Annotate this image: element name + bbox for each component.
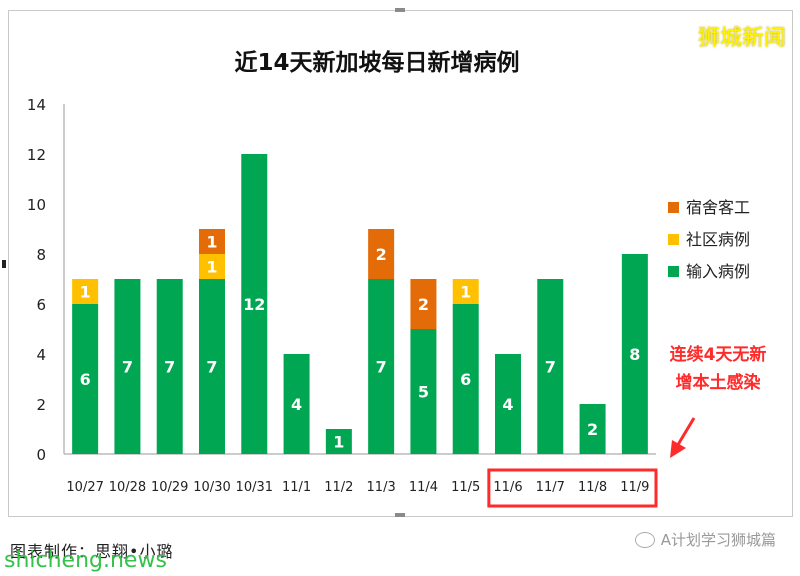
chart-title: 近14天新加坡每日新增病例 xyxy=(234,49,519,76)
y-tick-label: 6 xyxy=(36,296,46,314)
chart-credit-caption: 图表制作：思翔•小璐 xyxy=(10,542,174,561)
legend-swatch xyxy=(668,234,679,245)
wechat-account: A计划学习狮城篇 xyxy=(634,529,776,550)
annotation-arrow-head xyxy=(670,440,686,458)
legend-swatch xyxy=(668,266,679,277)
bar-value-label: 6 xyxy=(80,370,91,389)
y-tick-label: 8 xyxy=(36,246,46,264)
bar-chart: 近14天新加坡每日新增病例024681012146110/27710/28710… xyxy=(27,49,767,508)
bar-value-label: 7 xyxy=(376,358,387,377)
bar-value-label: 2 xyxy=(376,245,387,264)
bar-value-label: 1 xyxy=(80,283,91,302)
bar-segment xyxy=(452,304,479,454)
resize-handle-left[interactable] xyxy=(2,260,6,268)
annotation-line1: 连续4天无新 xyxy=(670,344,767,365)
bar-value-label: 5 xyxy=(418,383,429,402)
x-tick-label: 10/28 xyxy=(109,480,146,495)
x-tick-label: 11/8 xyxy=(578,480,607,495)
watermark-bottom: shicheng.news xyxy=(4,548,167,573)
bar-value-label: 4 xyxy=(291,395,302,414)
x-tick-label: 10/27 xyxy=(66,480,103,495)
bar-segment xyxy=(199,279,225,454)
bar-segment xyxy=(325,429,352,454)
y-tick-label: 4 xyxy=(36,346,46,364)
bar-value-label: 4 xyxy=(502,395,513,414)
x-tick-label: 11/5 xyxy=(451,480,480,495)
bar-segment xyxy=(199,254,225,279)
bar-segment xyxy=(368,229,395,279)
legend-label: 宿舍客工 xyxy=(686,198,750,217)
bar-segment xyxy=(410,279,437,329)
bar-value-label: 6 xyxy=(460,370,471,389)
bar-segment xyxy=(495,354,521,454)
x-tick-label: 11/2 xyxy=(324,480,353,495)
x-tick-label: 11/4 xyxy=(409,480,438,495)
bar-value-label: 7 xyxy=(206,358,217,377)
bar-value-label: 7 xyxy=(122,358,133,377)
x-tick-label: 10/30 xyxy=(193,480,230,495)
bar-value-label: 1 xyxy=(460,283,471,302)
bar-segment xyxy=(537,279,564,454)
bar-value-label: 2 xyxy=(418,295,429,314)
y-tick-label: 12 xyxy=(27,146,46,164)
x-tick-label: 11/3 xyxy=(367,480,396,495)
x-tick-label: 11/9 xyxy=(620,480,649,495)
annotation-arrow-shaft xyxy=(674,417,696,449)
y-tick-label: 2 xyxy=(36,396,46,414)
annotation-line2: 增本土感染 xyxy=(676,372,761,393)
resize-handle-bottom[interactable] xyxy=(395,513,405,517)
bar-value-label: 7 xyxy=(545,358,556,377)
bar-value-label: 1 xyxy=(206,233,217,252)
bar-segment xyxy=(156,279,183,454)
bar-segment xyxy=(72,279,99,304)
watermark-top: 狮城新闻 xyxy=(697,26,786,51)
bar-value-label: 2 xyxy=(587,420,598,439)
bar-segment xyxy=(283,354,310,454)
bar-segment xyxy=(241,154,268,454)
y-tick-label: 14 xyxy=(27,96,46,114)
bar-segment xyxy=(410,329,437,454)
x-tick-label: 10/31 xyxy=(236,480,273,495)
bar-segment xyxy=(368,279,395,454)
x-tick-label: 11/7 xyxy=(536,480,565,495)
bar-segment xyxy=(621,254,648,454)
y-tick-label: 0 xyxy=(36,446,46,464)
bar-value-label: 8 xyxy=(629,345,640,364)
x-tick-label: 11/6 xyxy=(493,480,522,495)
bar-segment xyxy=(199,229,225,254)
wechat-account-name: A计划学习狮城篇 xyxy=(660,531,776,549)
legend-label: 输入病例 xyxy=(686,262,750,281)
bar-segment xyxy=(72,304,99,454)
bar-value-label: 12 xyxy=(243,295,265,314)
x-tick-label: 11/1 xyxy=(282,480,311,495)
highlight-box xyxy=(487,468,658,508)
resize-handle-top[interactable] xyxy=(395,8,405,12)
bar-value-label: 1 xyxy=(206,258,217,277)
legend-label: 社区病例 xyxy=(686,230,750,249)
wechat-icon xyxy=(634,531,655,548)
bar-value-label: 1 xyxy=(333,433,344,452)
bar-value-label: 7 xyxy=(164,358,175,377)
bar-segment xyxy=(452,279,479,304)
y-tick-label: 10 xyxy=(27,196,46,214)
bar-segment xyxy=(579,404,606,454)
x-tick-label: 10/29 xyxy=(151,480,188,495)
legend-swatch xyxy=(668,202,679,213)
bar-segment xyxy=(114,279,141,454)
